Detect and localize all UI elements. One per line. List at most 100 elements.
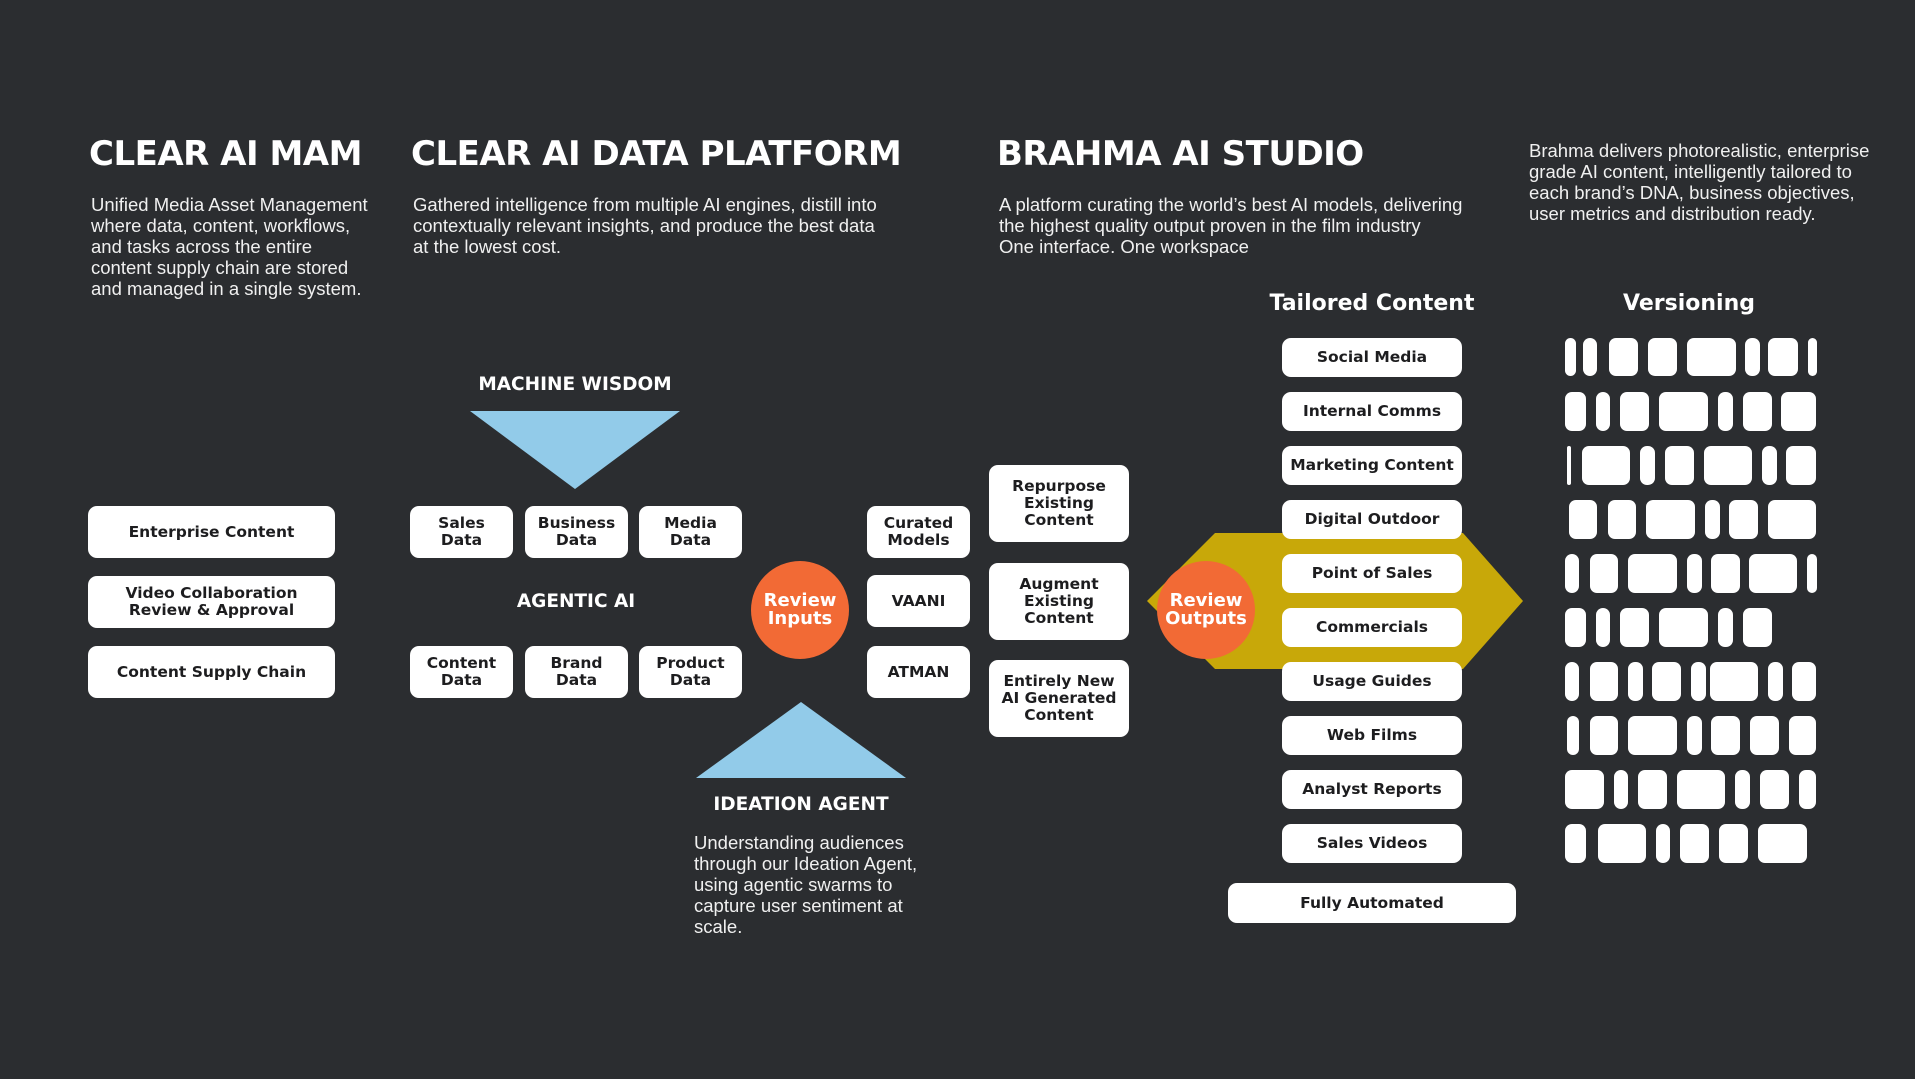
version-variant-block	[1565, 770, 1604, 809]
version-variant-block	[1565, 608, 1586, 647]
studio-title: BRAHMA AI STUDIO	[997, 134, 1364, 174]
version-variant-block	[1735, 770, 1750, 809]
version-variant-block	[1718, 392, 1733, 431]
version-variant-block	[1687, 716, 1702, 755]
version-variant-block	[1680, 824, 1709, 863]
tailored-item-digital-outdoor[interactable]: Digital Outdoor	[1282, 500, 1462, 539]
fully-automated-box[interactable]: Fully Automated	[1228, 883, 1516, 923]
review-outputs-circle[interactable]: Review Outputs	[1157, 561, 1255, 659]
versioning-description: Brahma delivers photorealistic, enterpri…	[1529, 140, 1870, 224]
mam-item-enterprise-content[interactable]: Enterprise Content	[88, 506, 335, 558]
version-variant-block	[1711, 716, 1740, 755]
media-data-box[interactable]: Media Data	[639, 506, 742, 558]
repurpose-content-box[interactable]: Repurpose Existing Content	[989, 465, 1129, 542]
version-variant-block	[1704, 446, 1752, 485]
version-variant-block	[1646, 500, 1695, 539]
versioning-title: Versioning	[1623, 291, 1755, 316]
tailored-content-title: Tailored Content	[1269, 291, 1475, 316]
machine-wisdom-triangle	[470, 411, 680, 489]
review-inputs-circle[interactable]: Review Inputs	[751, 561, 849, 659]
version-variant-block	[1768, 500, 1816, 539]
agentic-ai-label: AGENTIC AI	[516, 591, 636, 612]
product-data-box[interactable]: Product Data	[639, 646, 742, 698]
machine-wisdom-label: MACHINE WISDOM	[478, 374, 672, 395]
version-variant-block	[1750, 716, 1779, 755]
version-variant-block	[1596, 392, 1610, 431]
tailored-item-usage-guides[interactable]: Usage Guides	[1282, 662, 1462, 701]
version-variant-block	[1609, 338, 1638, 376]
version-variant-block	[1743, 608, 1772, 647]
mam-item-video-collaboration[interactable]: Video Collaboration Review & Approval	[88, 576, 335, 628]
version-variant-block	[1628, 716, 1677, 755]
data-platform-title: CLEAR AI DATA PLATFORM	[411, 134, 902, 174]
ideation-agent-description: Understanding audiences through our Idea…	[694, 832, 918, 937]
tailored-item-commercials[interactable]: Commercials	[1282, 608, 1462, 647]
version-variant-block	[1749, 554, 1797, 593]
version-variant-block	[1710, 662, 1758, 701]
mam-item-content-supply-chain[interactable]: Content Supply Chain	[88, 646, 335, 698]
version-variant-block	[1799, 770, 1816, 809]
version-variant-block	[1677, 770, 1725, 809]
version-variant-block	[1590, 716, 1618, 755]
data-platform-description: Gathered intelligence from multiple AI e…	[413, 194, 877, 257]
version-variant-block	[1582, 446, 1630, 485]
version-variant-block	[1565, 662, 1579, 701]
version-variant-block	[1628, 662, 1643, 701]
version-variant-block	[1648, 338, 1677, 376]
version-variant-block	[1583, 338, 1597, 376]
vaani-box[interactable]: VAANI	[867, 575, 970, 627]
version-variant-block	[1652, 662, 1681, 701]
tailored-item-analyst-reports[interactable]: Analyst Reports	[1282, 770, 1462, 809]
version-variant-block	[1640, 446, 1655, 485]
version-variant-block	[1565, 824, 1586, 863]
version-variant-block	[1590, 662, 1618, 701]
version-variant-block	[1620, 392, 1649, 431]
atman-box[interactable]: ATMAN	[867, 646, 970, 698]
version-variant-block	[1687, 554, 1702, 593]
version-variant-block	[1665, 446, 1694, 485]
content-data-box[interactable]: Content Data	[410, 646, 513, 698]
version-variant-block	[1628, 554, 1677, 593]
version-variant-block	[1762, 446, 1777, 485]
version-variant-block	[1786, 446, 1816, 485]
version-variant-block	[1691, 662, 1706, 701]
new-ai-content-box[interactable]: Entirely New AI Generated Content	[989, 660, 1129, 737]
version-variant-block	[1743, 392, 1772, 431]
version-variant-block	[1598, 824, 1646, 863]
version-variant-block	[1567, 446, 1571, 485]
sales-data-box[interactable]: Sales Data	[410, 506, 513, 558]
version-variant-block	[1719, 824, 1748, 863]
tailored-item-web-films[interactable]: Web Films	[1282, 716, 1462, 755]
tailored-item-marketing-content[interactable]: Marketing Content	[1282, 446, 1462, 485]
mam-title: CLEAR AI MAM	[89, 134, 362, 174]
studio-description: A platform curating the world’s best AI …	[999, 194, 1463, 257]
business-data-box[interactable]: Business Data	[525, 506, 628, 558]
version-variant-block	[1768, 662, 1783, 701]
ideation-agent-triangle	[696, 702, 906, 778]
curated-models-box[interactable]: Curated Models	[867, 506, 970, 558]
version-variant-block	[1729, 500, 1758, 539]
version-variant-block	[1656, 824, 1670, 863]
version-variant-block	[1620, 608, 1649, 647]
augment-content-box[interactable]: Augment Existing Content	[989, 563, 1129, 640]
tailored-item-social-media[interactable]: Social Media	[1282, 338, 1462, 377]
brand-data-box[interactable]: Brand Data	[525, 646, 628, 698]
version-variant-block	[1565, 392, 1586, 431]
version-variant-block	[1705, 500, 1720, 539]
version-variant-block	[1596, 608, 1610, 647]
version-variant-block	[1718, 608, 1733, 647]
version-variant-block	[1792, 662, 1816, 701]
version-variant-block	[1768, 338, 1798, 376]
tailored-item-sales-videos[interactable]: Sales Videos	[1282, 824, 1462, 863]
tailored-item-internal-comms[interactable]: Internal Comms	[1282, 392, 1462, 431]
version-variant-block	[1638, 770, 1667, 809]
tailored-item-point-of-sales[interactable]: Point of Sales	[1282, 554, 1462, 593]
version-variant-block	[1608, 500, 1636, 539]
version-variant-block	[1569, 500, 1597, 539]
version-variant-block	[1565, 338, 1576, 376]
version-variant-block	[1808, 338, 1817, 376]
version-variant-block	[1745, 338, 1760, 376]
ideation-agent-label: IDEATION AGENT	[713, 794, 889, 815]
version-variant-block	[1565, 554, 1579, 593]
version-variant-block	[1567, 716, 1579, 755]
